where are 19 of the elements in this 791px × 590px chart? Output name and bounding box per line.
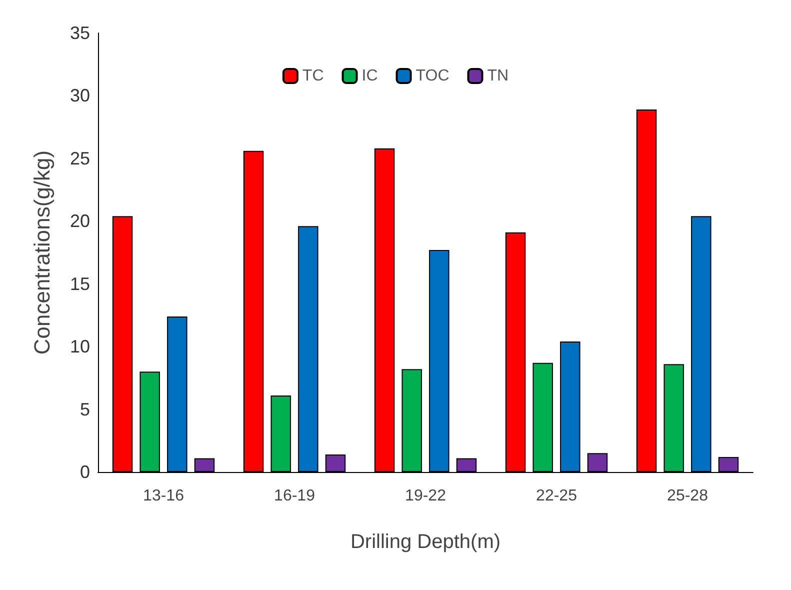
x-tick-label: 22-25 [536,488,578,504]
y-tick-label: 20 [70,211,90,232]
legend-label: TC [302,68,324,84]
legend-label: IC [362,68,378,84]
y-tick-label: 5 [80,399,90,420]
x-axis-title: Drilling Depth(m) [350,531,501,553]
x-tick-label: 16-19 [274,488,316,504]
legend-label: TOC [416,68,450,84]
legend-label: TN [487,68,509,84]
y-tick-label: 10 [70,336,90,357]
x-tick-label: 25-28 [667,488,708,504]
y-tick-label: 15 [70,274,90,294]
y-tick-label: 25 [70,148,90,168]
y-axis-title: Concentrations(g/kg) [30,150,54,355]
y-tick-label: 30 [70,86,90,106]
y-tick-label: 0 [80,462,90,482]
x-tick-label: 13-16 [143,488,184,504]
y-tick-label: 35 [70,23,90,43]
x-tick-label: 19-22 [405,488,446,504]
